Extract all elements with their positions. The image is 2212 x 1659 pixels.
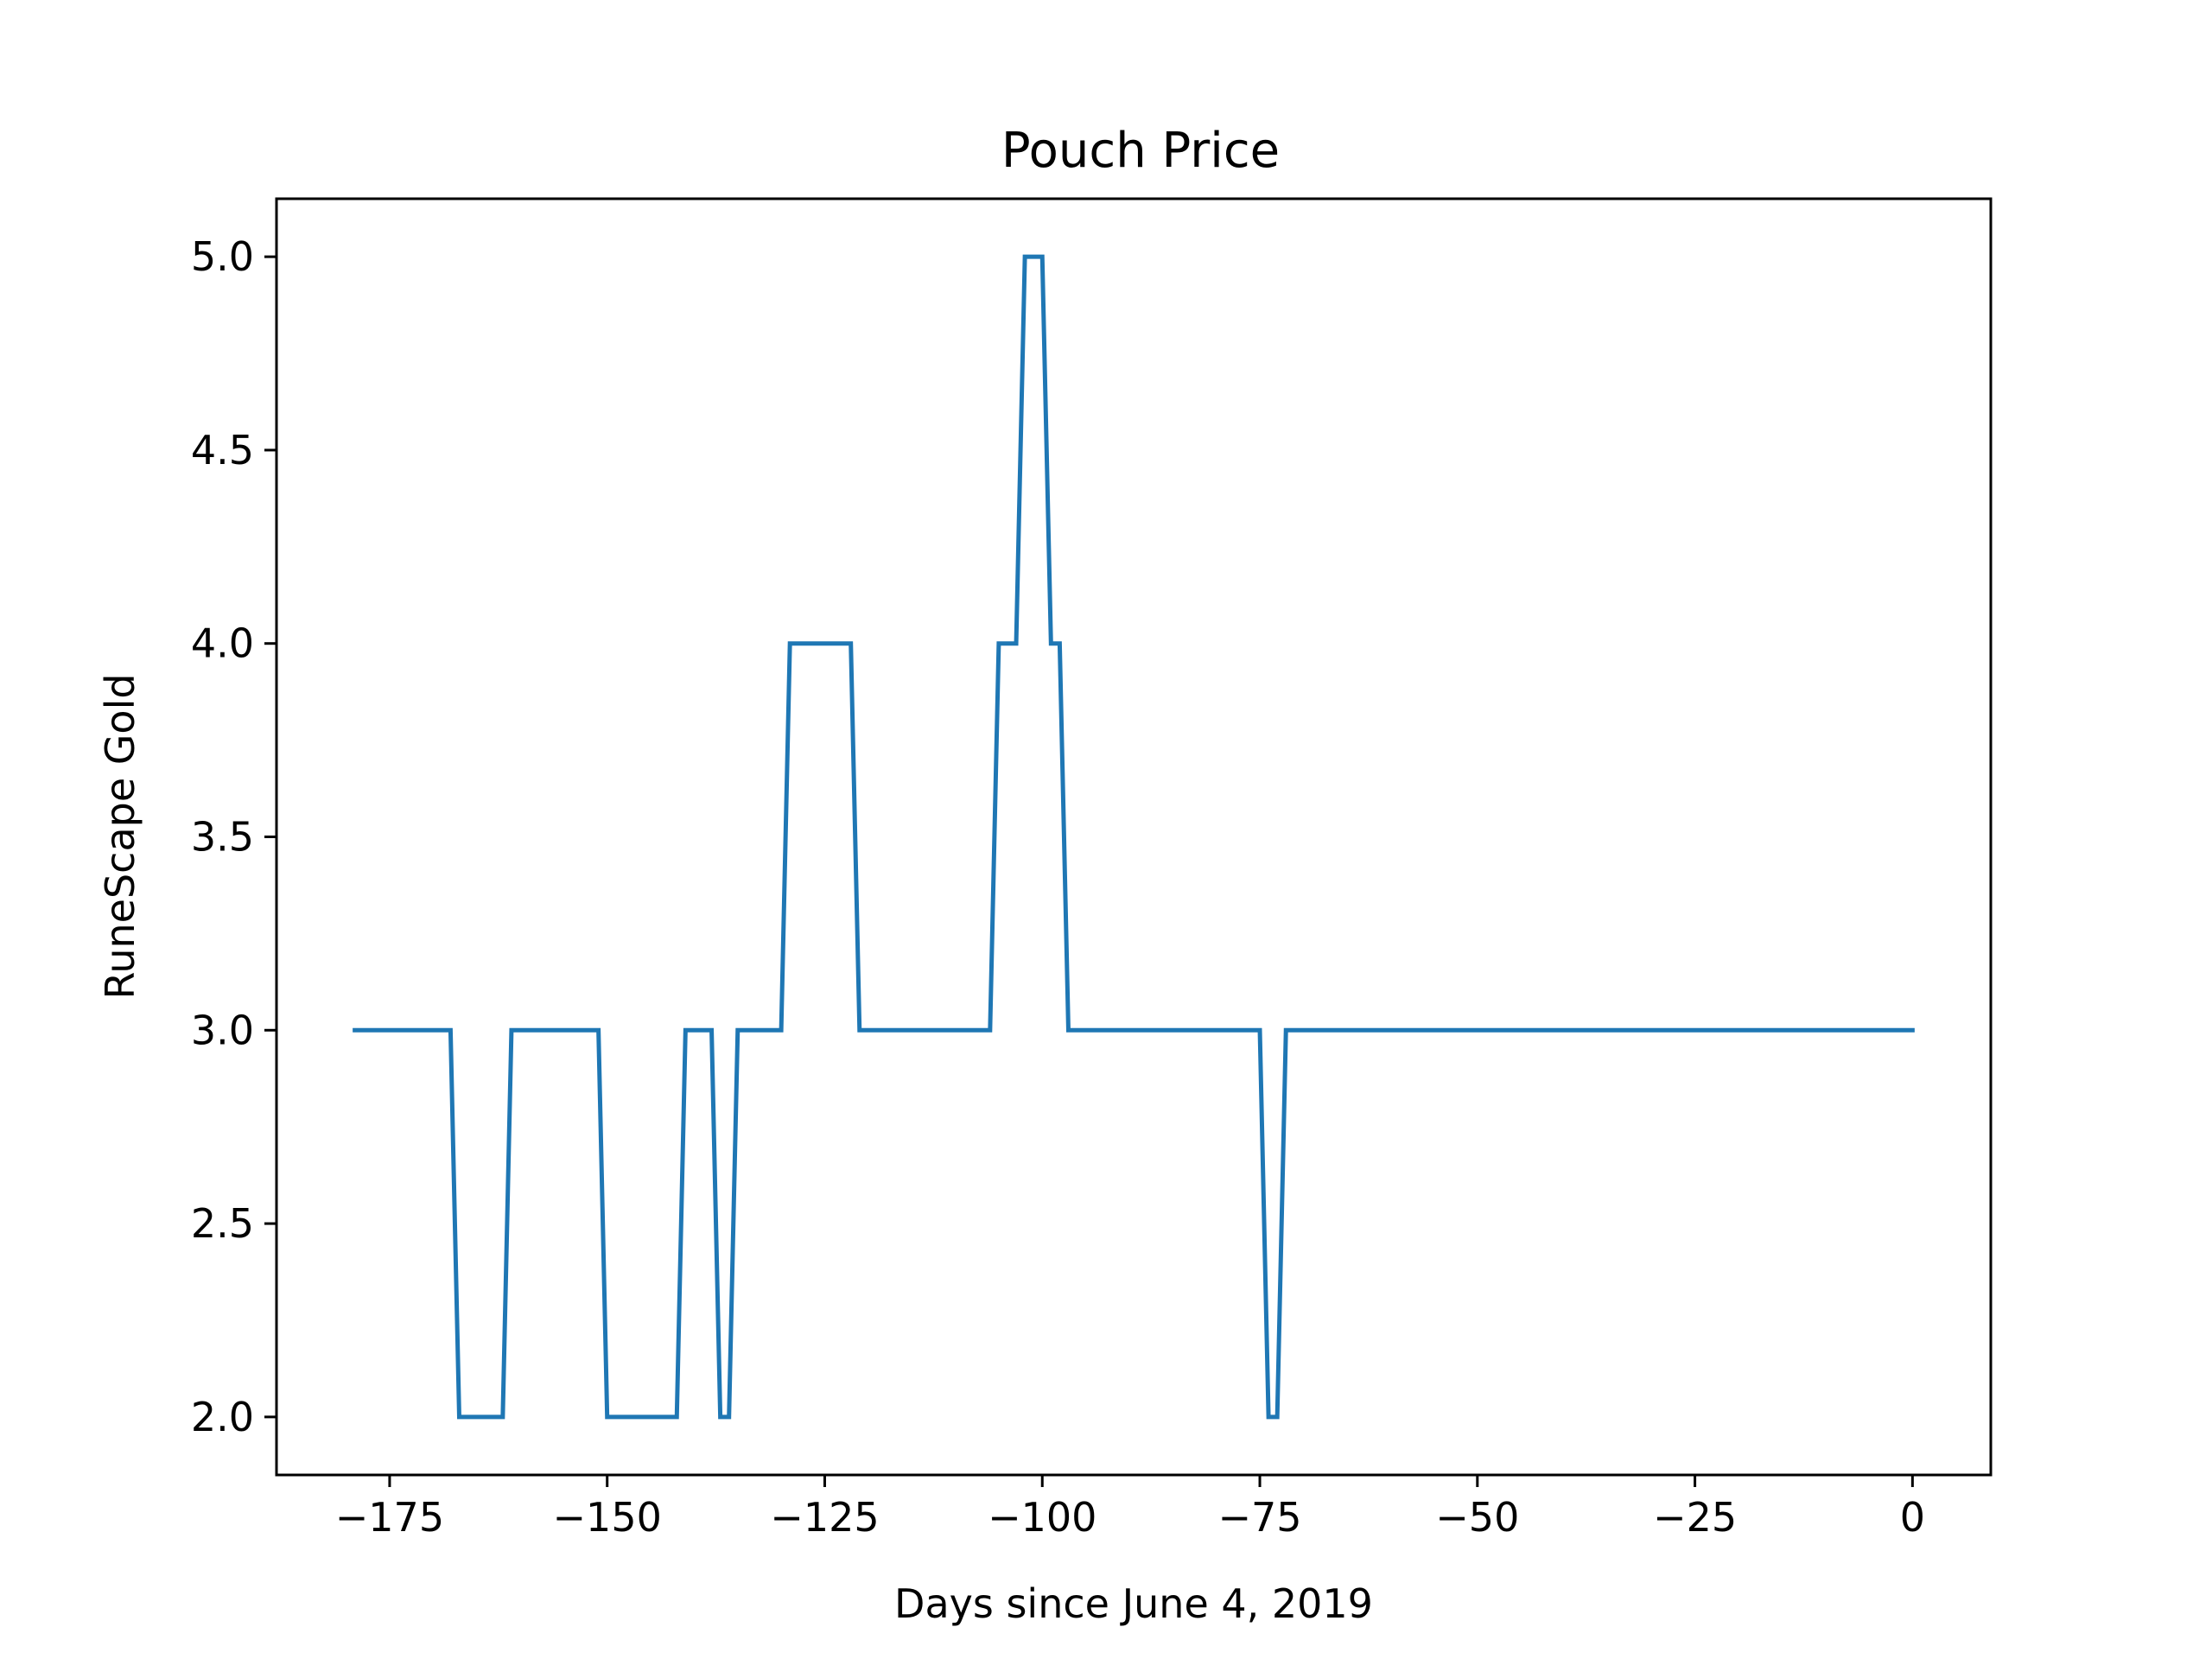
plot-area: −175 −150 −125 −100 −75 −50 −25 0 2.0 2.5 3.0 3.5 4… (191, 197, 1993, 1541)
y-axis: 2.0 2.5 3.0 3.5 4.0 4.5 5.0 (191, 233, 276, 1440)
y-tick-label: 3.5 (191, 814, 254, 861)
y-axis-label: RuneScape Gold (97, 673, 143, 999)
x-tick-label: −150 (553, 1494, 662, 1541)
y-tick-label: 2.0 (191, 1394, 254, 1440)
series-line (353, 254, 1915, 1420)
x-axis: −175 −150 −125 −100 −75 −50 −25 0 (335, 1475, 1925, 1541)
x-tick-label: −125 (770, 1494, 879, 1541)
x-tick-label: −175 (335, 1494, 444, 1541)
x-tick-label: −75 (1217, 1494, 1301, 1541)
y-tick-label: 4.5 (191, 427, 254, 474)
chart-title: Pouch Price (1001, 123, 1280, 179)
x-axis-label: Days since June 4, 2019 (894, 1580, 1373, 1627)
y-tick-label: 3.0 (191, 1007, 254, 1053)
x-tick-label: 0 (1900, 1494, 1925, 1541)
y-tick-label: 5.0 (191, 233, 254, 280)
y-tick-label: 4.0 (191, 620, 254, 667)
x-tick-label: −100 (988, 1494, 1096, 1541)
x-tick-label: −25 (1653, 1494, 1737, 1541)
series-layer (353, 254, 1915, 1420)
y-tick-label: 2.5 (191, 1200, 254, 1247)
x-tick-label: −50 (1435, 1494, 1519, 1541)
